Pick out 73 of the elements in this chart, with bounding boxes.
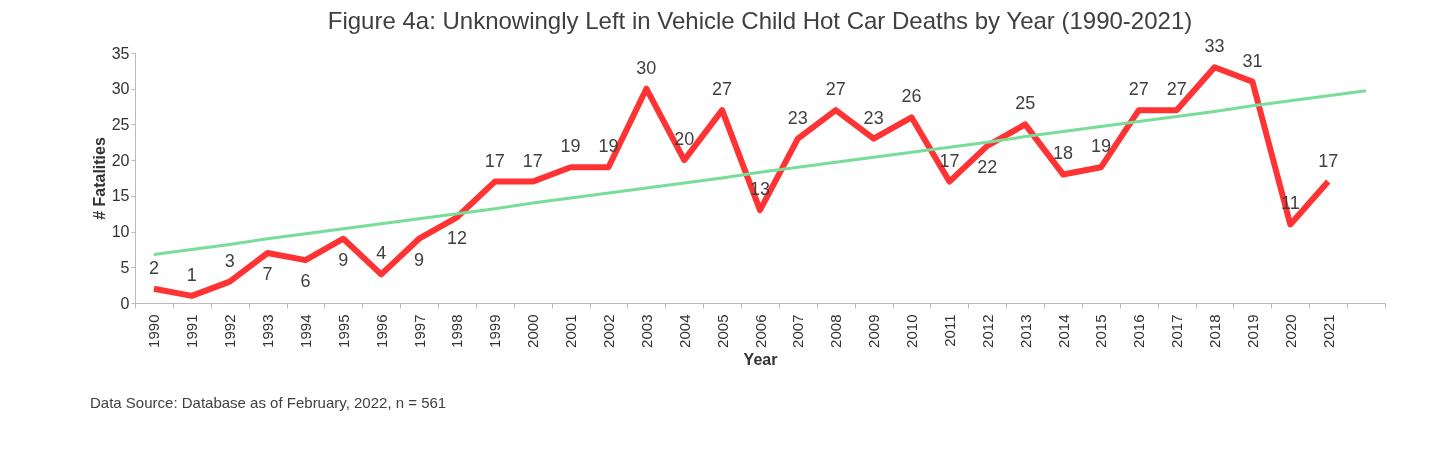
x-tick-label: 2001 bbox=[562, 314, 580, 348]
data-label: 17 bbox=[1318, 150, 1339, 171]
data-label: 27 bbox=[712, 79, 733, 100]
x-tick-label: 2000 bbox=[524, 314, 542, 348]
data-label: 17 bbox=[522, 150, 543, 171]
data-label: 19 bbox=[560, 136, 581, 157]
data-label: 12 bbox=[446, 228, 467, 249]
y-tick-label: 15 bbox=[111, 187, 130, 205]
data-label: 20 bbox=[674, 129, 695, 150]
x-tick-label: 2009 bbox=[865, 314, 883, 348]
data-label: 7 bbox=[262, 264, 273, 284]
x-tick-label: 2004 bbox=[675, 314, 693, 348]
x-tick-label: 2021 bbox=[1319, 314, 1337, 348]
data-label: 9 bbox=[338, 249, 349, 270]
data-label: 4 bbox=[376, 243, 387, 264]
data-label: 3 bbox=[224, 250, 235, 271]
data-label: 23 bbox=[863, 107, 884, 128]
x-tick-label: 1999 bbox=[486, 314, 504, 348]
data-label: 27 bbox=[825, 79, 846, 100]
data-label: 33 bbox=[1204, 36, 1225, 57]
data-label: 31 bbox=[1242, 50, 1263, 71]
data-label: 2 bbox=[148, 257, 159, 278]
data-label: 22 bbox=[977, 156, 998, 177]
data-label: 19 bbox=[1090, 136, 1111, 157]
x-tick-label: 2006 bbox=[751, 314, 769, 348]
x-tick-label: 2003 bbox=[637, 314, 655, 348]
data-label: 18 bbox=[1053, 143, 1074, 164]
x-tick-label: 2016 bbox=[1130, 314, 1148, 348]
x-tick-label: 2015 bbox=[1092, 314, 1110, 348]
x-tick-label: 1993 bbox=[259, 314, 277, 348]
x-tick-label: 1996 bbox=[372, 314, 390, 348]
data-label: 6 bbox=[300, 271, 311, 292]
x-tick-label: 1997 bbox=[410, 314, 428, 348]
x-tick-label: 1994 bbox=[296, 314, 314, 348]
y-tick-label: 10 bbox=[111, 223, 130, 241]
y-tick-label: 5 bbox=[120, 258, 130, 276]
data-label: 17 bbox=[484, 150, 505, 171]
y-axis-title: # Fatalities bbox=[90, 137, 108, 220]
data-label: 26 bbox=[901, 86, 922, 107]
y-tick-label: 25 bbox=[111, 115, 130, 133]
x-tick-label: 1992 bbox=[221, 314, 239, 348]
x-tick-label: 2002 bbox=[599, 314, 617, 348]
x-tick-label: 2007 bbox=[789, 314, 807, 348]
x-tick-label: 2013 bbox=[1016, 314, 1034, 348]
chart-title: Figure 4a: Unknowingly Left in Vehicle Child Hot Car Deaths by Year (1990-2021) bbox=[327, 7, 1193, 35]
x-tick-label: 1990 bbox=[145, 314, 163, 348]
x-tick-label: 2010 bbox=[903, 314, 921, 348]
x-tick-label: 2019 bbox=[1243, 314, 1261, 348]
data-label: 30 bbox=[636, 57, 657, 78]
x-tick-label: 2017 bbox=[1168, 314, 1186, 348]
data-label: 23 bbox=[787, 107, 808, 128]
data-label: 27 bbox=[1128, 79, 1149, 100]
x-tick-label: 1995 bbox=[334, 314, 352, 348]
y-tick-label: 0 bbox=[120, 294, 130, 312]
data-label: 9 bbox=[414, 249, 425, 270]
y-tick-label: 20 bbox=[111, 151, 130, 169]
x-tick-label: 2014 bbox=[1054, 314, 1072, 348]
source-note: Data Source: Database as of February, 2022, n = 561 bbox=[90, 394, 447, 411]
data-label: 27 bbox=[1166, 79, 1187, 100]
x-tick-label: 2012 bbox=[978, 314, 996, 348]
x-tick-label: 2018 bbox=[1206, 314, 1224, 348]
data-label: 1 bbox=[186, 264, 197, 285]
x-tick-label: 2005 bbox=[713, 314, 731, 348]
y-tick-label: 35 bbox=[111, 44, 130, 62]
x-tick-label: 2020 bbox=[1281, 314, 1299, 348]
data-label: 17 bbox=[939, 150, 960, 171]
x-tick-label: 2008 bbox=[827, 314, 845, 348]
x-tick-label: 1998 bbox=[448, 314, 466, 348]
y-tick-label: 30 bbox=[111, 80, 130, 98]
x-tick-label: 1991 bbox=[183, 314, 201, 348]
x-axis-title: Year bbox=[743, 350, 778, 368]
x-tick-label: 2011 bbox=[940, 314, 958, 347]
data-label: 25 bbox=[1015, 93, 1036, 114]
